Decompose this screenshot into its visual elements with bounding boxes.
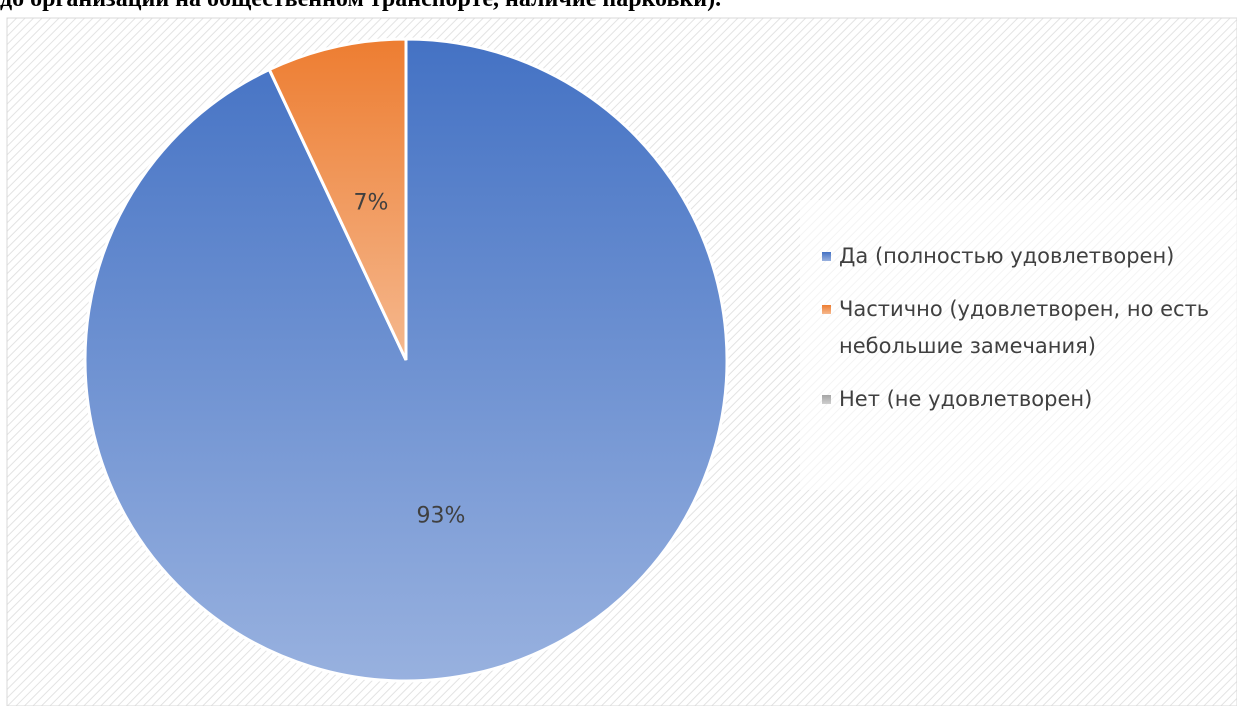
- legend-swatch: [822, 395, 831, 404]
- legend-label: Нет (не удовлетворен): [839, 387, 1093, 411]
- legend-area: [800, 200, 1237, 490]
- legend-item: Да (полностью удовлетворен): [822, 238, 1222, 275]
- legend-swatch: [822, 305, 831, 314]
- data-label: 7%: [354, 190, 389, 215]
- chart-title: до организации на общественном транспорт…: [0, 0, 721, 13]
- legend-item: Нет (не удовлетворен): [822, 381, 1222, 418]
- data-label: 93%: [417, 504, 466, 529]
- legend-label: Да (полностью удовлетворен): [839, 244, 1175, 268]
- legend-label: Частично (удовлетворен, но есть небольши…: [839, 297, 1210, 358]
- legend-item: Частично (удовлетворен, но есть небольши…: [822, 291, 1222, 365]
- legend-swatch: [822, 252, 831, 261]
- legend: Да (полностью удовлетворен) Частично (удо…: [822, 238, 1222, 434]
- pie-slice: [267, 37, 408, 361]
